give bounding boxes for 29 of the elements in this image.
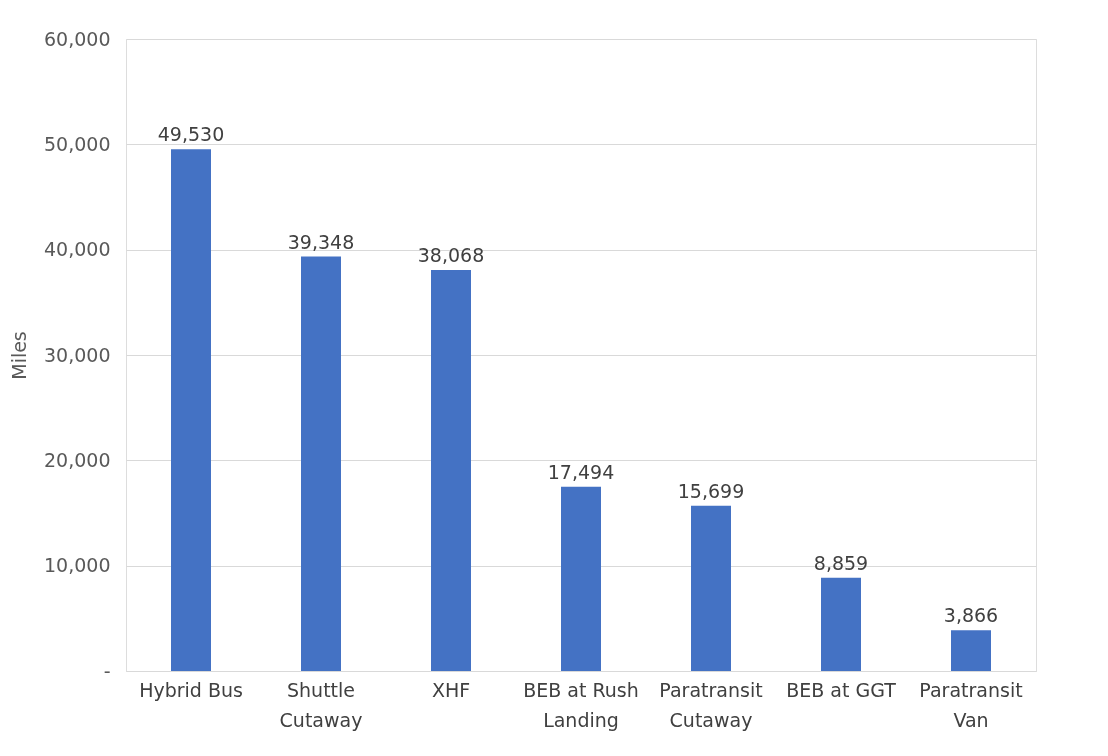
y-tick-label: 60,000 xyxy=(44,27,111,50)
y-tick-label: - xyxy=(103,659,111,682)
x-tick-label: BEB at Rush Landing xyxy=(523,678,639,731)
bar xyxy=(171,149,211,671)
x-tick-label: Hybrid Bus xyxy=(139,678,243,701)
x-tick-label: Paratransit Van xyxy=(919,678,1023,731)
y-tick-label: 20,000 xyxy=(44,448,111,471)
y-tick-label: 30,000 xyxy=(44,343,111,366)
data-label: 17,494 xyxy=(547,460,615,483)
bar xyxy=(431,270,471,671)
data-label: 15,699 xyxy=(677,479,745,502)
bar xyxy=(561,486,601,671)
x-tick-label: Paratransit Cutaway xyxy=(659,678,763,731)
data-label: 8,859 xyxy=(813,551,869,574)
y-tick-label: 40,000 xyxy=(44,238,111,261)
y-axis-title: Miles xyxy=(8,331,31,380)
x-tick-label: XHF xyxy=(431,678,471,701)
data-label: 3,866 xyxy=(943,604,999,627)
bar xyxy=(821,577,861,671)
data-label: 39,348 xyxy=(287,230,355,253)
bar xyxy=(691,505,731,671)
x-tick-label: BEB at GGT xyxy=(786,678,897,701)
y-tick-label: 10,000 xyxy=(44,554,111,577)
bar xyxy=(301,256,341,671)
bar xyxy=(951,630,991,671)
x-tick-label: Shuttle Cutaway xyxy=(279,678,363,731)
data-label: 49,530 xyxy=(157,123,225,146)
y-tick-label: 50,000 xyxy=(44,132,111,155)
data-label: 38,068 xyxy=(417,244,485,267)
